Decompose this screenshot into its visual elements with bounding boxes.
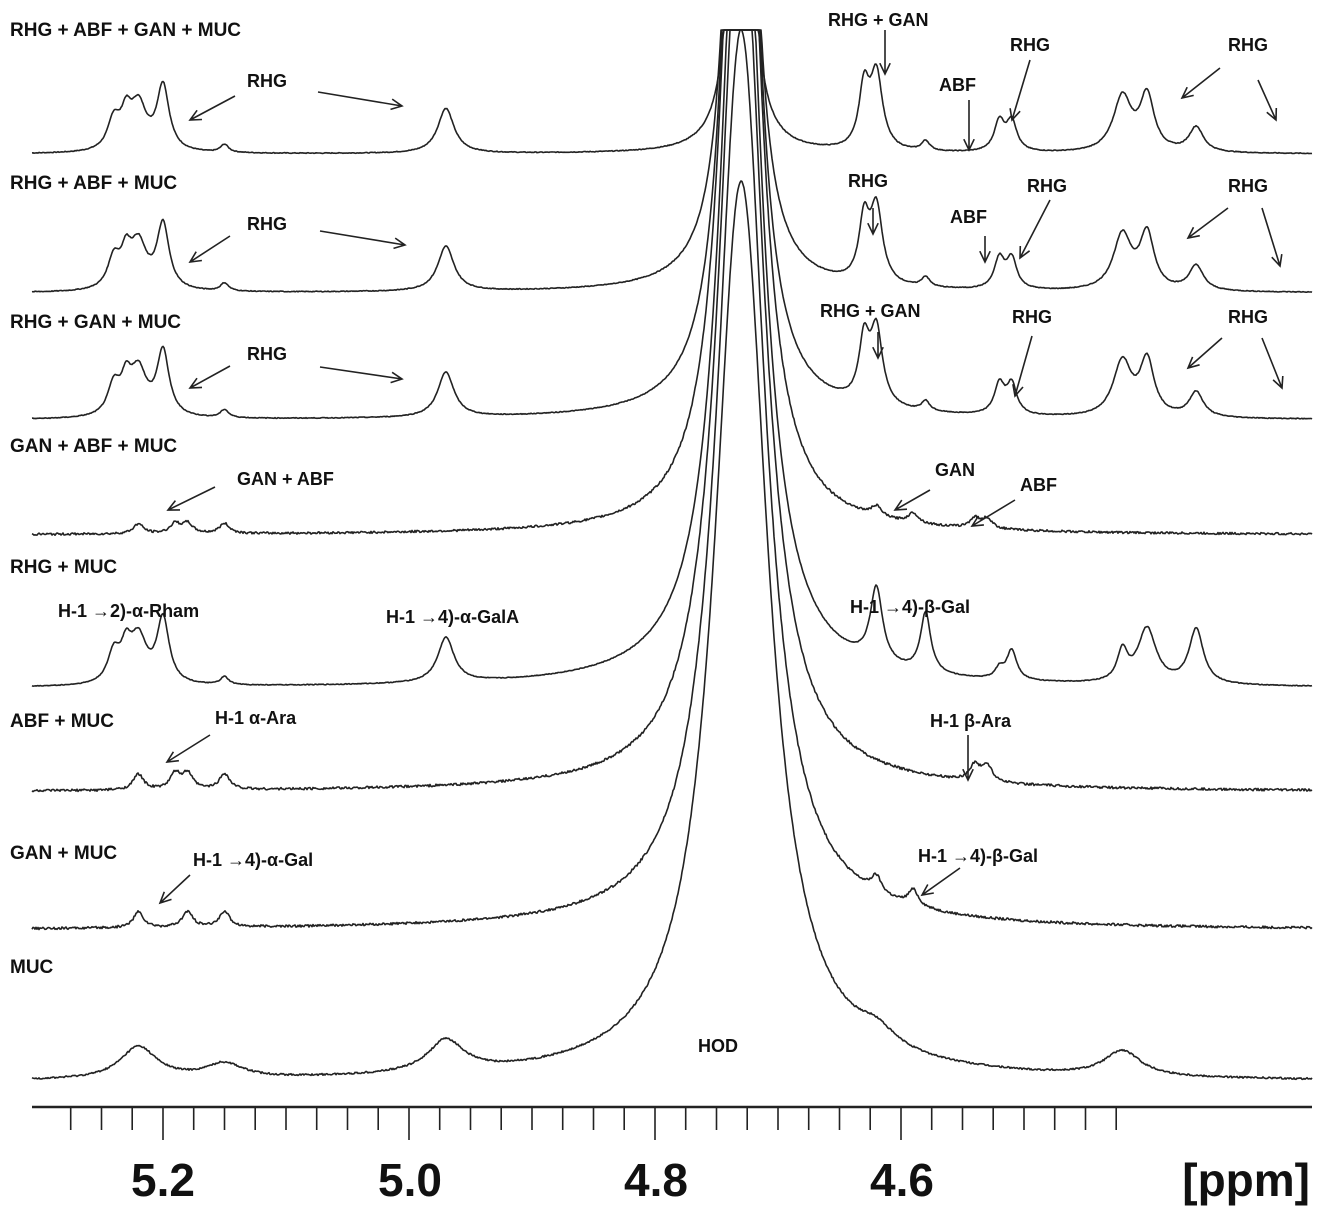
annotation-label: RHG [848, 171, 888, 191]
annotation-arrow [962, 735, 974, 782]
annotation-label: RHG [1228, 307, 1268, 327]
annotation-label: ABF [1020, 475, 1057, 495]
trace-label: GAN + ABF + MUC [10, 436, 177, 457]
annotation-label: H-1 →4)-β-Gal [918, 846, 1038, 866]
labels-layer: RHG + ABF + GAN + MUC RHG + ABF + MUC RH… [10, 10, 1268, 1056]
spectra-layer [31, 29, 1313, 1081]
annotation-label: H-1 →4)-α-GalA [386, 607, 519, 627]
spectrum-trace [31, 29, 1313, 155]
x-tick-label: 4.6 [870, 1154, 934, 1206]
spectrum-trace [31, 29, 1313, 536]
annotation-arrow [970, 499, 1016, 527]
trace-label: RHG + MUC [10, 557, 117, 578]
annotation-label: RHG + GAN [820, 301, 921, 321]
annotation-label: H-1 →4)-α-Gal [193, 850, 313, 870]
x-axis-unit-label: [ppm] [1182, 1154, 1310, 1206]
annotation-arrow [1261, 207, 1283, 268]
annotation-label: RHG [1027, 176, 1067, 196]
annotation-label: RHG + GAN [828, 10, 929, 30]
annotation-arrow [1186, 337, 1223, 370]
x-tick-label: 4.8 [624, 1154, 688, 1206]
spectrum-trace [31, 29, 1313, 793]
x-axis: 5.2 5.0 4.8 4.6 [ppm] [32, 1105, 1312, 1206]
spectrum-trace [31, 29, 1313, 687]
annotation-label: RHG [1228, 176, 1268, 196]
spectrum-trace [31, 180, 1313, 1081]
annotation-arrow [319, 366, 404, 384]
annotation-label: RHG [247, 344, 287, 364]
annotation-arrow [920, 867, 961, 897]
annotation-arrow [188, 235, 231, 263]
annotation-arrow [879, 30, 891, 76]
annotation-arrow [188, 95, 236, 121]
trace-label: ABF + MUC [10, 711, 114, 732]
annotation-arrow [867, 208, 879, 236]
trace-label: GAN + MUC [10, 843, 117, 864]
hod-label: HOD [698, 1036, 738, 1056]
x-tick-label: 5.2 [131, 1154, 195, 1206]
annotation-label: RHG [1012, 307, 1052, 327]
annotation-label: RHG [247, 214, 287, 234]
annotation-arrow [188, 365, 231, 389]
annotation-label: GAN + ABF [237, 469, 334, 489]
x-tick-label: 5.0 [378, 1154, 442, 1206]
annotation-label: RHG [247, 71, 287, 91]
trace-label: MUC [10, 957, 54, 978]
annotation-arrows [158, 30, 1284, 905]
annotation-label: ABF [950, 207, 987, 227]
annotation-arrow [979, 236, 991, 264]
annotation-label: RHG [1228, 35, 1268, 55]
annotation-arrow [1012, 335, 1033, 398]
annotation-arrow [158, 874, 191, 905]
trace-label: RHG + ABF + MUC [10, 173, 177, 194]
annotation-arrow [166, 486, 216, 511]
annotation-label: H-1 →2)-α-Rham [58, 601, 199, 621]
x-axis-ticks [69, 1107, 1117, 1140]
annotation-label: ABF [939, 75, 976, 95]
trace-label: RHG + GAN + MUC [10, 312, 181, 333]
annotation-label: H-1 →4)-β-Gal [850, 597, 970, 617]
annotation-arrow [317, 91, 404, 111]
annotation-arrow [1257, 79, 1278, 122]
annotation-label: GAN [935, 460, 975, 480]
annotation-label: RHG [1010, 35, 1050, 55]
annotation-arrow [1180, 67, 1221, 100]
trace-label: RHG + ABF + GAN + MUC [10, 20, 241, 41]
spectrum-trace [31, 29, 1313, 294]
annotation-arrow [1261, 337, 1284, 390]
annotation-label: H-1 β-Ara [930, 711, 1012, 731]
annotation-arrow [872, 332, 884, 360]
annotation-arrow [1019, 199, 1051, 260]
annotation-arrow [893, 489, 931, 511]
spectrum-trace [31, 29, 1313, 931]
annotation-arrow [963, 100, 975, 152]
annotation-arrow [165, 734, 211, 763]
annotation-arrow [1186, 207, 1229, 240]
annotation-arrow [1009, 59, 1031, 122]
annotation-label: H-1 α-Ara [215, 708, 297, 728]
spectrum-trace [31, 29, 1313, 420]
annotation-arrow [319, 230, 407, 250]
